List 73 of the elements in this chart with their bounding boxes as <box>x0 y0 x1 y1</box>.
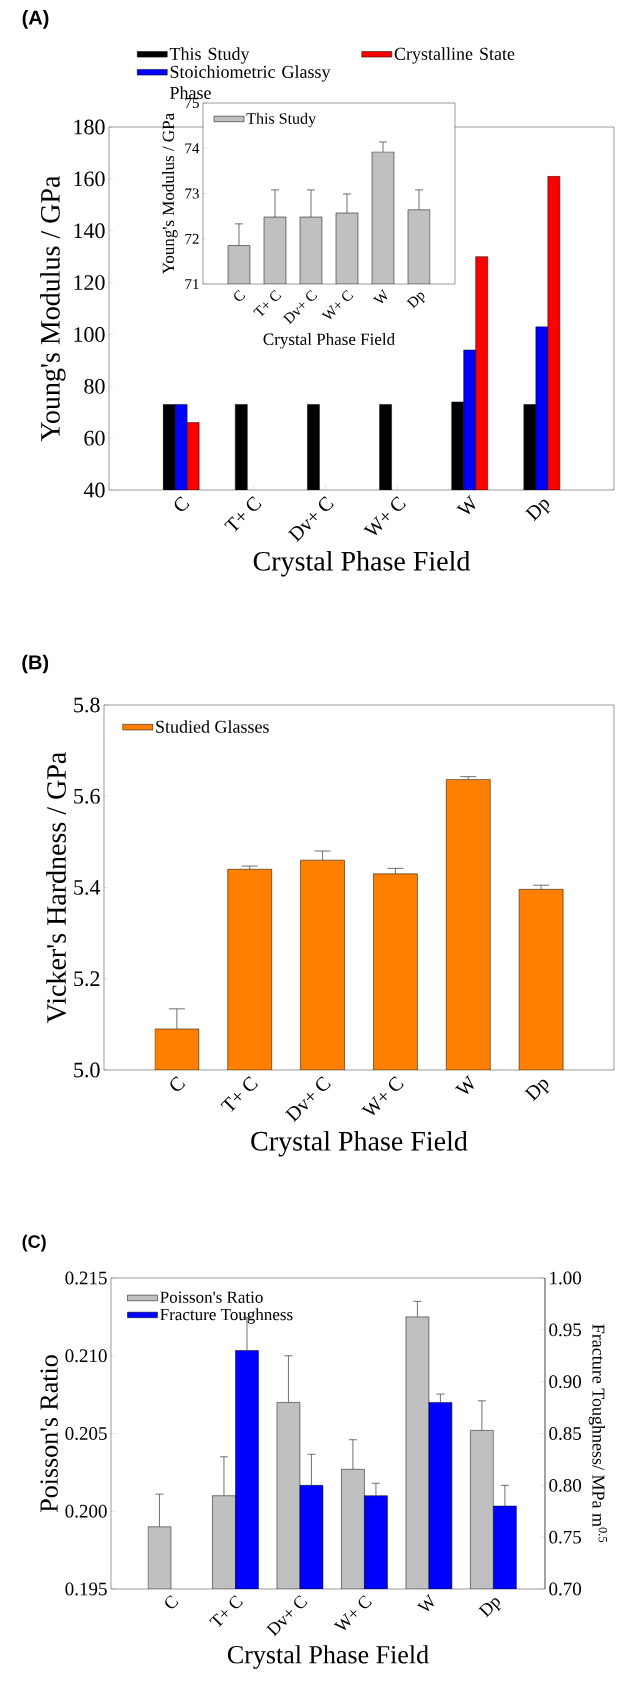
y-tick-label: 100 <box>74 327 105 342</box>
x-tick-label: W+ C <box>321 290 354 319</box>
legend-label: Stoichiometric Glassy Phase <box>170 65 331 99</box>
y-tick-label: 160 <box>74 171 105 187</box>
legend-label: Studied Glasses <box>156 720 269 733</box>
x-axis-title: Crystal Phase Field <box>263 333 395 349</box>
y-tick-label: 5.6 <box>74 788 100 804</box>
y-tick-label: 73 <box>185 188 199 199</box>
x-tick-label: T+ C <box>253 290 282 317</box>
x-tick-label: Dv+ C <box>284 1076 331 1123</box>
y-axis-title: Young's Modulus / GPa <box>40 175 66 442</box>
y-tick-label: 5.0 <box>74 1062 100 1078</box>
y-tick-label: 0.205 <box>65 1427 107 1440</box>
x-axis-title: Crystal Phase Field <box>251 1130 468 1157</box>
chart-title: (B) <box>22 654 49 674</box>
chart-title: (C) <box>22 1234 46 1252</box>
legend-label: Fracture Toughness <box>160 1308 293 1324</box>
y2-tick-label: 0.85 <box>549 1427 582 1440</box>
y2-tick-label: 0.95 <box>549 1323 582 1337</box>
x-tick-label: Dv+ C <box>265 1595 308 1637</box>
legend-label: This Study <box>169 47 250 64</box>
x-tick-label: Dp <box>406 292 426 309</box>
y-axis-title: Young's Modulus / GPa <box>162 113 178 275</box>
y-tick-label: 140 <box>74 223 105 239</box>
legend-label: This Study <box>246 112 316 128</box>
x-tick-label: C <box>234 290 246 301</box>
y2-axis-title: Fracture Toughness/ MPa m$^{0.5}$ <box>588 1324 608 1543</box>
legend-label: Poisson's Ratio <box>160 1291 263 1303</box>
y-tick-label: 0.210 <box>65 1349 107 1363</box>
x-tick-label: W+ C <box>363 496 406 535</box>
y-tick-label: 60 <box>84 430 105 446</box>
x-tick-label: Dv+ C <box>287 496 334 543</box>
y2-tick-label: 0.75 <box>549 1530 582 1544</box>
x-tick-label: Dv+ C <box>282 290 318 325</box>
x-tick-label: Dp <box>524 499 551 522</box>
y-tick-label: 72 <box>185 233 199 244</box>
x-tick-label: C <box>174 496 190 511</box>
y2-tick-label: 0.80 <box>549 1478 582 1492</box>
y-axis-title: Poisson's Ratio <box>40 1355 58 1513</box>
y-tick-label: 0.200 <box>65 1504 107 1518</box>
x-tick-label: C <box>170 1076 186 1091</box>
legend-label: Crystalline State <box>394 47 515 64</box>
chart-title: (A) <box>22 10 49 29</box>
y2-tick-label: 0.90 <box>549 1375 582 1389</box>
x-axis-title: Crystal Phase Field <box>227 1645 429 1669</box>
y-tick-label: 180 <box>74 119 105 135</box>
y-tick-label: 80 <box>84 378 105 394</box>
y-tick-label: 71 <box>185 279 199 289</box>
y-tick-label: 5.4 <box>74 880 101 895</box>
y2-tick-label: 1.00 <box>550 1271 582 1285</box>
x-tick-label: T+ C <box>224 496 262 532</box>
x-tick-label: Dp <box>478 1598 502 1618</box>
x-tick-label: W <box>416 1594 434 1612</box>
x-tick-label: T+ C <box>220 1076 258 1112</box>
y-tick-label: 74 <box>185 143 200 154</box>
y-tick-label: 5.2 <box>74 971 100 987</box>
x-tick-label: W+ C <box>333 1595 372 1630</box>
x-tick-label: C <box>165 1595 179 1609</box>
y-tick-label: 5.8 <box>74 697 100 713</box>
x-tick-label: W <box>454 1075 474 1094</box>
y-tick-label: 40 <box>83 482 105 498</box>
y-tick-label: 120 <box>74 275 105 291</box>
x-tick-label: T+ C <box>209 1595 243 1628</box>
x-tick-label: W <box>372 289 388 304</box>
x-tick-label: Dp <box>524 1079 550 1102</box>
x-axis-title: Crystal Phase Field <box>253 550 471 577</box>
x-tick-label: W <box>456 495 476 514</box>
y-tick-label: 75 <box>185 98 199 108</box>
y2-tick-label: 0.70 <box>549 1582 582 1596</box>
y-axis-title: Vicker's Hardness / GPa <box>46 752 67 1024</box>
y-tick-label: 0.215 <box>65 1271 107 1285</box>
x-tick-label: W+ C <box>361 1076 404 1115</box>
y-tick-label: 0.195 <box>65 1582 107 1596</box>
